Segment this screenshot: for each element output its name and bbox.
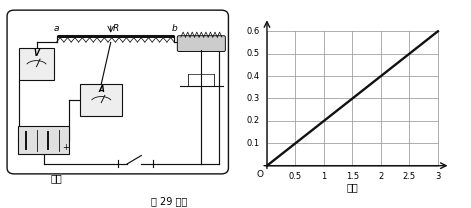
Text: 图乙: 图乙 bbox=[347, 182, 358, 192]
FancyBboxPatch shape bbox=[80, 84, 122, 116]
Text: V: V bbox=[33, 49, 40, 58]
Text: 0.4: 0.4 bbox=[247, 72, 260, 80]
Text: O: O bbox=[257, 170, 264, 179]
Text: a: a bbox=[54, 24, 59, 32]
Text: R: R bbox=[112, 24, 119, 32]
Text: 图甲: 图甲 bbox=[51, 173, 62, 183]
Text: 2.5: 2.5 bbox=[403, 172, 416, 181]
Text: 0.1: 0.1 bbox=[247, 139, 260, 148]
FancyBboxPatch shape bbox=[19, 48, 54, 80]
Text: 1.5: 1.5 bbox=[346, 172, 359, 181]
Text: +: + bbox=[62, 142, 69, 151]
Text: 3: 3 bbox=[435, 172, 440, 181]
Text: 1: 1 bbox=[321, 172, 326, 181]
Text: 0.5: 0.5 bbox=[247, 49, 260, 58]
Text: 0.3: 0.3 bbox=[247, 94, 260, 103]
Text: 2: 2 bbox=[378, 172, 383, 181]
Text: 第 29 题图: 第 29 题图 bbox=[152, 196, 187, 206]
Text: 0.5: 0.5 bbox=[289, 172, 302, 181]
Text: A: A bbox=[98, 84, 104, 94]
Text: b: b bbox=[171, 24, 177, 32]
Text: 0.2: 0.2 bbox=[247, 116, 260, 125]
FancyBboxPatch shape bbox=[18, 126, 70, 154]
FancyBboxPatch shape bbox=[177, 36, 226, 52]
Text: 0.6: 0.6 bbox=[247, 27, 260, 36]
